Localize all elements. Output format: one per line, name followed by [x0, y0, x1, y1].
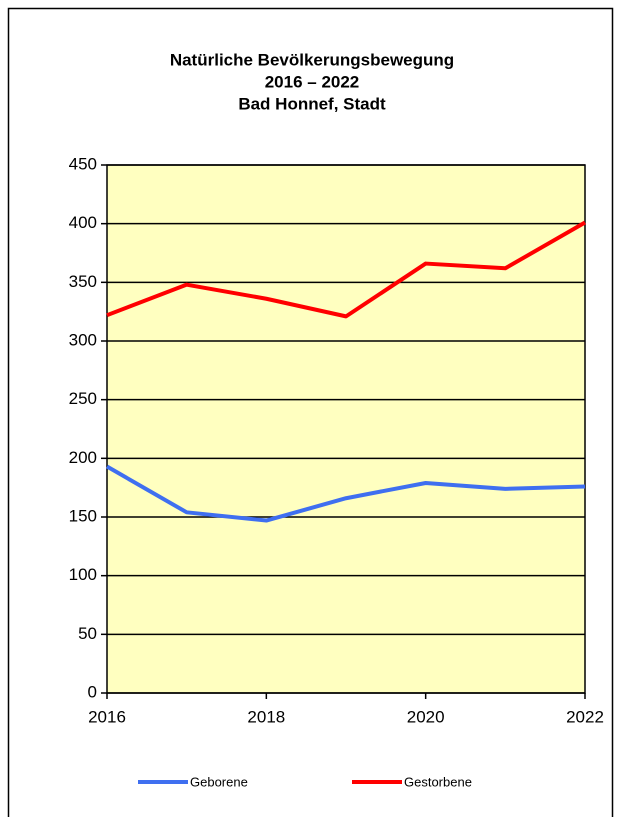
chart-title: Bad Honnef, Stadt — [238, 94, 386, 113]
y-tick-label: 100 — [69, 565, 97, 584]
y-tick-label: 400 — [69, 213, 97, 232]
x-tick-label: 2022 — [566, 707, 604, 726]
plot-area — [106, 164, 586, 694]
chart-title: Natürliche Bevölkerungsbewegung — [170, 50, 454, 69]
data-line — [106, 220, 586, 319]
y-tick-label: 200 — [69, 448, 97, 467]
legend-label: Gestorbene — [404, 774, 472, 789]
chart-frame — [7, 7, 614, 817]
data-line — [106, 464, 586, 523]
y-tick-label: 50 — [78, 624, 97, 643]
y-tick-label: 450 — [69, 154, 97, 173]
y-tick-label: 250 — [69, 389, 97, 408]
x-tick-label: 2018 — [247, 707, 285, 726]
x-tick-label: 2020 — [407, 707, 445, 726]
y-tick-label: 150 — [69, 506, 97, 525]
y-tick-label: 350 — [69, 272, 97, 291]
y-tick-label: 0 — [88, 682, 97, 701]
legend-label: Geborene — [190, 774, 248, 789]
x-tick-label: 2016 — [88, 707, 126, 726]
y-tick-label: 300 — [69, 330, 97, 349]
chart-title: 2016 – 2022 — [265, 72, 360, 91]
